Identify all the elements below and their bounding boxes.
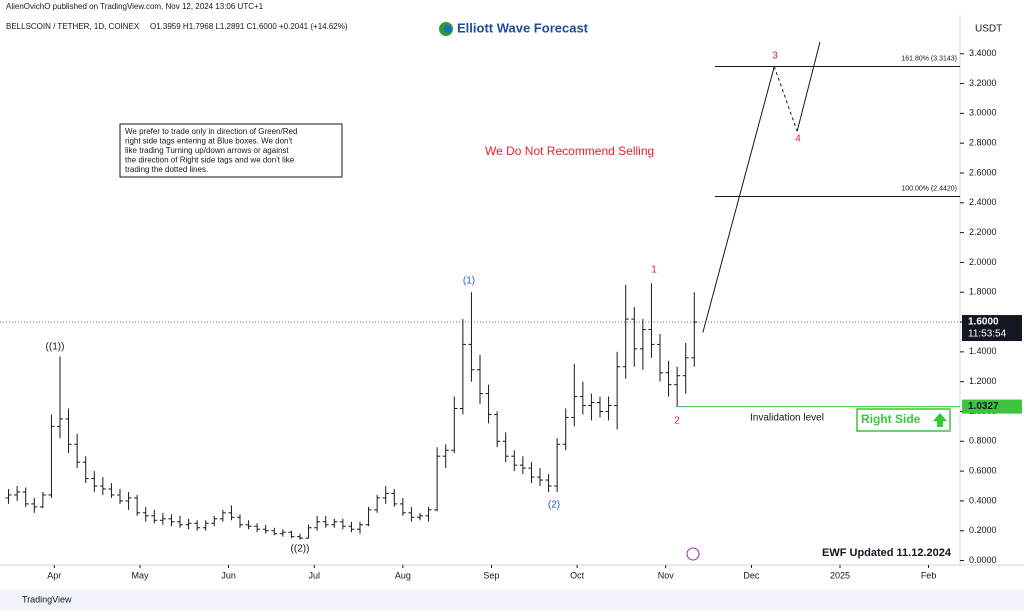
last-price-label: 1.6000 — [968, 317, 999, 328]
notice-line: trading the dotted lines. — [125, 165, 208, 174]
wave-label: 2 — [674, 416, 680, 427]
wave-label: 4 — [795, 134, 801, 145]
wave-label: ((1)) — [46, 342, 65, 353]
right-side-box — [856, 408, 951, 432]
y-tick-label: 0.4000 — [969, 495, 997, 505]
x-tick-label: Feb — [921, 570, 937, 580]
ohlc-summary: O1.3959 H1.7968 L1.2891 C1.6000 +0.2041 … — [150, 22, 348, 31]
y-tick-label: 2.6000 — [969, 167, 997, 177]
footer-bar — [0, 590, 1024, 610]
notice-line: We prefer to trade only in direction of … — [125, 127, 297, 136]
wave-label: 3 — [772, 51, 778, 62]
y-tick-label: 0.6000 — [969, 465, 997, 475]
y-tick-label: 3.0000 — [969, 108, 997, 118]
projection-line — [796, 41, 821, 132]
y-tick-label: 3.4000 — [969, 48, 997, 58]
wave-label: ((2)) — [291, 544, 310, 555]
invalidation-text: Invalidation level — [750, 413, 824, 424]
y-tick-label: 1.4000 — [969, 346, 997, 356]
y-tick-label: 2.2000 — [969, 227, 997, 237]
symbol: BELLSCOIN / TETHER, 1D, COINEX — [6, 22, 140, 31]
countdown: 11:53:54 — [968, 329, 1007, 340]
x-tick-label: Apr — [47, 570, 61, 580]
wave-label: (1) — [463, 276, 475, 287]
fib-label: 161.80% (3.3143) — [901, 55, 957, 62]
wave-label: 1 — [651, 265, 657, 276]
x-tick-label: Dec — [743, 570, 760, 580]
y-tick-label: 1.2000 — [969, 376, 997, 386]
invalidation-label: 1.0327 — [968, 401, 999, 412]
fib-label: 100.00% (2.4420) — [901, 185, 957, 192]
price-tag — [962, 399, 1022, 414]
x-tick-label: Aug — [395, 570, 411, 580]
y-tick-label: 0.8000 — [969, 436, 997, 446]
y-tick-label: 1.8000 — [969, 287, 997, 297]
x-tick-label: Jul — [309, 570, 321, 580]
updated: EWF Updated 11.12.2024 — [822, 547, 952, 559]
notice-box — [119, 123, 343, 178]
x-tick-label: 2025 — [830, 570, 850, 580]
notice-line: like trading Turning up/down arrows or a… — [125, 146, 289, 155]
x-tick-label: Nov — [658, 570, 675, 580]
x-tick-label: Sep — [483, 570, 499, 580]
right-side: Right Side — [861, 412, 921, 426]
x-tick-label: Oct — [570, 570, 585, 580]
x-tick-label: May — [131, 570, 149, 580]
notice-line: right side tags entering at Blue boxes. … — [125, 137, 293, 146]
warning: We Do Not Recommend Selling — [485, 144, 654, 158]
x-tick-label: Jun — [221, 570, 236, 580]
wave-label: (2) — [548, 500, 560, 511]
y-tick-label: 2.0000 — [969, 257, 997, 267]
price-tag — [962, 315, 1022, 342]
arrow-up — [933, 413, 947, 427]
logo-icon — [444, 25, 452, 33]
projection-line — [702, 66, 775, 333]
y-tick-label: 0.2000 — [969, 525, 997, 535]
logo: Elliott Wave Forecast — [457, 20, 589, 35]
publisher: AlienOvichO published on TradingView.com… — [6, 2, 264, 11]
currency: USDT — [975, 24, 1002, 35]
y-tick-label: 3.2000 — [969, 78, 997, 88]
footer: TradingView — [22, 594, 72, 604]
y-tick-label: 2.8000 — [969, 138, 997, 148]
event-icon — [686, 547, 700, 561]
notice-line: the direction of Right side tags and we … — [125, 156, 295, 165]
y-tick-label: 2.4000 — [969, 197, 997, 207]
y-tick-label: 0.0000 — [969, 555, 997, 565]
